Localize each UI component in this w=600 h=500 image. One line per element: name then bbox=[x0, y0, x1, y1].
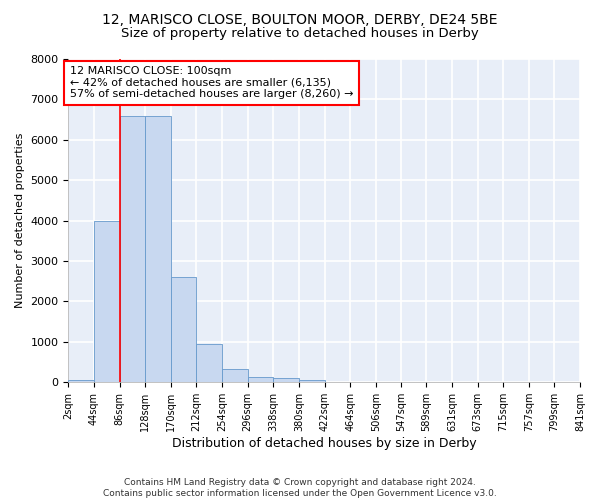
Text: 12 MARISCO CLOSE: 100sqm
← 42% of detached houses are smaller (6,135)
57% of sem: 12 MARISCO CLOSE: 100sqm ← 42% of detach… bbox=[70, 66, 353, 100]
X-axis label: Distribution of detached houses by size in Derby: Distribution of detached houses by size … bbox=[172, 437, 476, 450]
Y-axis label: Number of detached properties: Number of detached properties bbox=[15, 133, 25, 308]
Bar bbox=[68, 380, 94, 382]
Text: Contains HM Land Registry data © Crown copyright and database right 2024.
Contai: Contains HM Land Registry data © Crown c… bbox=[103, 478, 497, 498]
Bar bbox=[119, 116, 145, 382]
Bar bbox=[273, 378, 299, 382]
Bar bbox=[222, 369, 248, 382]
Bar bbox=[196, 344, 222, 382]
Bar bbox=[299, 380, 325, 382]
Text: Size of property relative to detached houses in Derby: Size of property relative to detached ho… bbox=[121, 28, 479, 40]
Bar bbox=[248, 376, 273, 382]
Bar bbox=[94, 220, 119, 382]
Bar bbox=[145, 116, 171, 382]
Bar bbox=[171, 277, 196, 382]
Text: 12, MARISCO CLOSE, BOULTON MOOR, DERBY, DE24 5BE: 12, MARISCO CLOSE, BOULTON MOOR, DERBY, … bbox=[102, 12, 498, 26]
